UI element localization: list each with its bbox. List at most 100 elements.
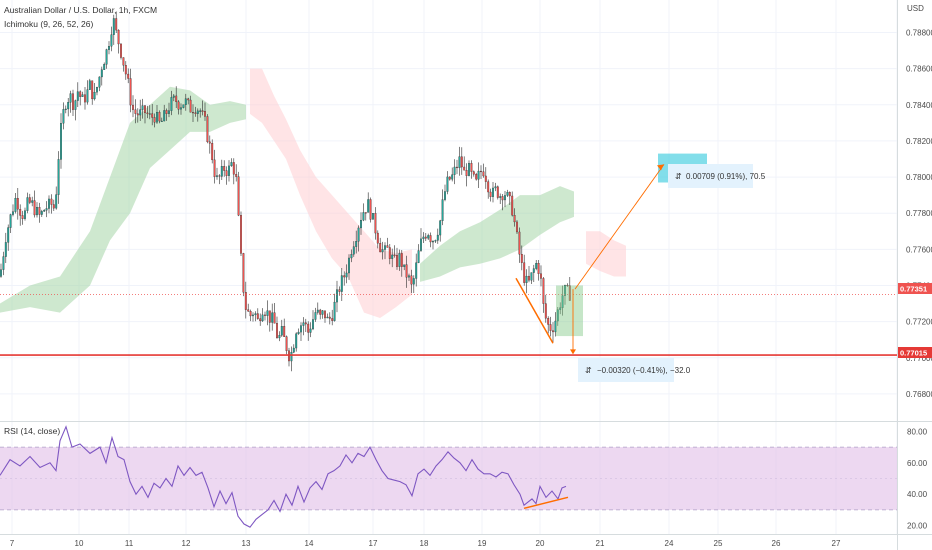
candlestick <box>364 212 367 221</box>
candle-body <box>192 112 194 114</box>
candlestick <box>549 316 552 337</box>
candle-body <box>278 335 281 339</box>
candle-body <box>309 328 312 333</box>
entry-zone-box[interactable] <box>556 285 583 337</box>
candle-body <box>189 99 192 113</box>
candlestick <box>230 158 233 167</box>
price-pane-bg[interactable] <box>0 0 897 421</box>
candlestick <box>163 104 166 122</box>
time-tick-label: 17 <box>369 539 378 548</box>
stop-measure-box[interactable] <box>578 358 674 382</box>
candle-body <box>525 275 528 283</box>
candlestick <box>172 93 175 102</box>
candle-body <box>158 112 161 122</box>
candle-body <box>463 166 466 171</box>
candle-body <box>453 166 456 175</box>
candlestick <box>91 80 94 105</box>
candlestick <box>160 117 163 122</box>
ichimoku-legend[interactable]: Ichimoku (9, 26, 52, 26) <box>4 19 93 29</box>
candle-body <box>508 192 511 197</box>
candlestick <box>252 312 254 322</box>
candle-body <box>312 319 314 330</box>
stop-arrowhead <box>570 349 576 355</box>
candlestick <box>314 307 317 322</box>
candle-body <box>386 245 389 248</box>
candle-body <box>40 211 43 215</box>
candle-body <box>124 65 127 75</box>
candlestick <box>110 26 113 52</box>
candlestick <box>268 310 271 332</box>
rsi-legend[interactable]: RSI (14, close) <box>4 426 60 436</box>
drawings[interactable] <box>0 153 897 510</box>
target-arrow[interactable] <box>574 164 665 290</box>
candlestick <box>494 182 497 192</box>
candle-body <box>537 263 540 274</box>
candlestick <box>468 160 470 177</box>
candle-body <box>220 166 223 177</box>
candle-body <box>254 313 257 316</box>
candlestick <box>228 160 230 182</box>
candle-body <box>314 312 317 320</box>
candlestick <box>153 113 156 128</box>
candle-body <box>225 170 228 176</box>
candle-body <box>304 322 307 325</box>
candlestick <box>290 346 293 372</box>
candlestick <box>21 210 24 225</box>
candlestick <box>350 249 353 263</box>
price-scale[interactable] <box>897 0 932 535</box>
support-price-value: 0.77015 <box>900 349 927 358</box>
time-tick-label: 26 <box>772 539 781 548</box>
candle-body <box>499 196 502 198</box>
rsi-trendline[interactable] <box>523 496 569 510</box>
candlestick <box>122 57 125 72</box>
candle-body <box>26 197 29 211</box>
candle-body <box>98 76 101 88</box>
candle-body <box>504 195 506 201</box>
candlestick <box>273 302 276 324</box>
candle-body <box>552 330 554 333</box>
candlestick <box>240 211 242 257</box>
candlestick <box>134 99 137 124</box>
candle-body <box>12 211 14 215</box>
time-scale[interactable] <box>0 535 897 550</box>
candlestick <box>170 90 173 116</box>
candlestick <box>4 232 7 263</box>
candle-body <box>249 311 252 317</box>
candle-body <box>19 208 22 216</box>
candlestick <box>542 276 545 313</box>
candlestick <box>453 159 456 185</box>
target-measure-box[interactable] <box>668 164 753 188</box>
candlestick <box>513 208 516 227</box>
candle-body <box>148 113 151 115</box>
candle-body <box>300 325 302 333</box>
candlestick <box>223 160 226 177</box>
candle-body <box>120 43 122 58</box>
candle-body <box>376 232 379 244</box>
rsi-tick-label: 60.00 <box>907 459 928 468</box>
candlestick <box>441 189 444 226</box>
candlestick <box>369 197 372 223</box>
candle-body <box>393 254 396 256</box>
candlestick <box>16 188 19 220</box>
candlestick <box>328 312 331 325</box>
candle-body <box>24 210 26 219</box>
candle-body <box>549 324 552 331</box>
candle-body <box>213 159 216 177</box>
price-tick-label: 0.76800 <box>906 390 932 399</box>
candle-body <box>530 272 533 281</box>
price-trendline[interactable] <box>515 277 554 344</box>
candlestick <box>554 312 557 337</box>
candle-body <box>372 213 374 220</box>
candle-body <box>475 174 478 180</box>
candlestick <box>561 285 564 316</box>
candle-body <box>79 91 82 97</box>
candle-body <box>218 175 221 177</box>
time-tick-label: 27 <box>832 539 841 548</box>
candlestick <box>547 316 550 334</box>
candle-body <box>532 268 535 273</box>
rsi-indicator <box>0 425 897 528</box>
candle-body <box>14 198 17 212</box>
last-price-value: 0.77351 <box>900 285 927 294</box>
candlestick <box>528 266 530 283</box>
